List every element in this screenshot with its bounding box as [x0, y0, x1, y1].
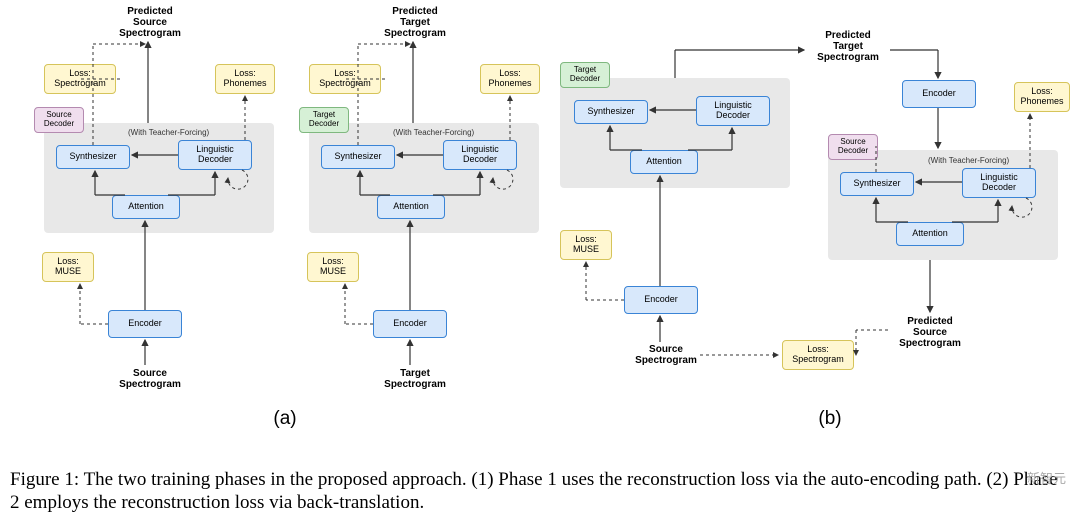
target-decoder-tag: TargetDecoder — [560, 62, 610, 88]
output-label: PredictedSourceSpectrogram — [110, 6, 190, 39]
caption-body: The two training phases in the proposed … — [10, 469, 1058, 513]
encoder-right: Encoder — [902, 80, 976, 108]
loss-muse-b: Loss:MUSE — [560, 230, 612, 260]
right-bottom-label: PredictedSourceSpectrogram — [890, 316, 970, 349]
ling-right: LinguisticDecoder — [962, 168, 1036, 198]
left-input-label: SourceSpectrogram — [626, 344, 706, 366]
loss-phonemes: Loss:Phonemes — [480, 64, 540, 94]
loss-spectrogram: Loss:Spectrogram — [44, 64, 116, 94]
synthesizer: Synthesizer — [56, 145, 130, 169]
synthesizer: Synthesizer — [321, 145, 395, 169]
linguistic-decoder: LinguisticDecoder — [443, 140, 517, 170]
right-top-label: PredictedTargetSpectrogram — [808, 30, 888, 63]
attn-right: Attention — [896, 222, 964, 246]
loss-spectrogram: Loss:Spectrogram — [309, 64, 381, 94]
source-decoder-tag: SourceDecoder — [34, 107, 84, 133]
linguistic-decoder: LinguisticDecoder — [178, 140, 252, 170]
panel-a1: PredictedSourceSpectrogram SourceSpectro… — [20, 0, 277, 430]
loss-phon-b: Loss:Phonemes — [1014, 82, 1070, 112]
output-label: PredictedTargetSpectrogram — [375, 6, 455, 39]
synth-right: Synthesizer — [840, 172, 914, 196]
panel-b: TargetDecoder Synthesizer LinguisticDeco… — [560, 20, 1070, 410]
attention: Attention — [112, 195, 180, 219]
teacher-forcing-note: (With Teacher-Forcing) — [393, 128, 474, 137]
attn-left: Attention — [630, 150, 698, 174]
loss-muse: Loss:MUSE — [42, 252, 94, 282]
encoder: Encoder — [373, 310, 447, 338]
ling-left: LinguisticDecoder — [696, 96, 770, 126]
figure-label: Figure 1: — [10, 469, 79, 490]
attention: Attention — [377, 195, 445, 219]
target-decoder-tag: TargetDecoder — [299, 107, 349, 133]
loss-spec-b: Loss:Spectrogram — [782, 340, 854, 370]
subfig-b-label: (b) — [810, 408, 850, 430]
source-decoder-tag: SourceDecoder — [828, 134, 878, 160]
input-label: TargetSpectrogram — [375, 368, 455, 390]
encoder: Encoder — [108, 310, 182, 338]
input-label: SourceSpectrogram — [110, 368, 190, 390]
watermark: 新智元 — [1027, 468, 1066, 487]
panel-a2: PredictedTargetSpectrogram TargetSpectro… — [285, 0, 542, 430]
loss-muse: Loss:MUSE — [307, 252, 359, 282]
subfig-a-label: (a) — [265, 408, 305, 430]
figure-caption: Figure 1: The two training phases in the… — [10, 468, 1070, 514]
teacher-forcing-note: (With Teacher-Forcing) — [128, 128, 209, 137]
tf-note-right: (With Teacher-Forcing) — [928, 156, 1009, 165]
encoder-left: Encoder — [624, 286, 698, 314]
synth-left: Synthesizer — [574, 100, 648, 124]
loss-phonemes: Loss:Phonemes — [215, 64, 275, 94]
